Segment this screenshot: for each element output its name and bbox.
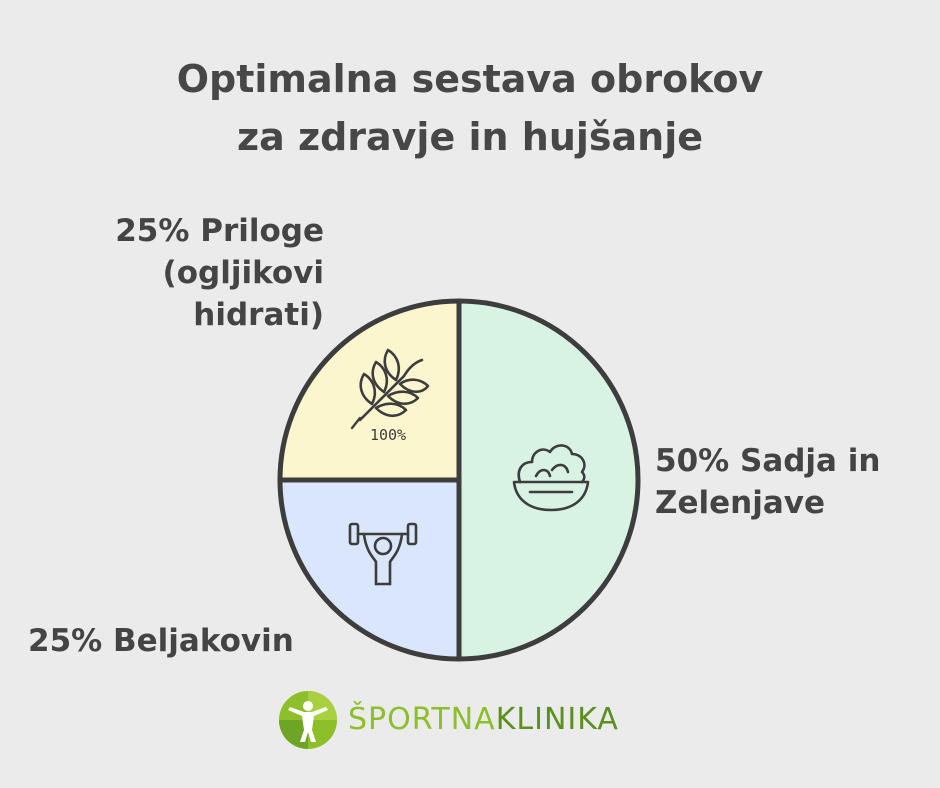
slice-label-protein-line-1: 25% Beljakovin (28, 623, 294, 659)
slice-label-grains-line-1: 25% Priloge (115, 213, 324, 249)
chart-title-line-1: Optimalna sestava obrokov (176, 57, 764, 101)
pie-slice-grains (280, 301, 459, 480)
chart-title: Optimalna sestava obrokov za zdravje in … (0, 50, 940, 166)
logo-text: ŠPORTNAKLINIKA (348, 690, 619, 750)
slice-label-protein: 25% Beljakovin (28, 620, 294, 662)
slice-label-vegetables-line-2: Zelenjave (655, 485, 826, 521)
pie-slice-vegetables (459, 301, 638, 659)
weightlifter-icon (348, 522, 418, 586)
salad-bowl-icon (512, 444, 590, 512)
brand-logo: ŠPORTNAKLINIKA (278, 690, 619, 750)
logo-text-part-2: KLINIKA (495, 702, 619, 737)
slice-label-grains: 25% Priloge (ogljikovi hidrati) (115, 210, 324, 336)
wheat-icon (358, 348, 430, 422)
logo-athlete-icon (279, 691, 337, 749)
slice-label-vegetables-line-1: 50% Sadja in (655, 443, 881, 479)
slice-label-vegetables: 50% Sadja in Zelenjave (655, 440, 880, 524)
wheat-icon-stroke (350, 416, 362, 430)
chart-title-line-2: za zdravje in hujšanje (236, 115, 704, 159)
slice-label-grains-line-2: (ogljikovi (162, 255, 324, 291)
pie-outline (277, 298, 641, 662)
wheat-icon-text: 100% (370, 426, 406, 444)
logo-text-part-1: ŠPORTNA (348, 702, 496, 737)
slice-label-grains-line-3: hidrati) (193, 297, 324, 333)
